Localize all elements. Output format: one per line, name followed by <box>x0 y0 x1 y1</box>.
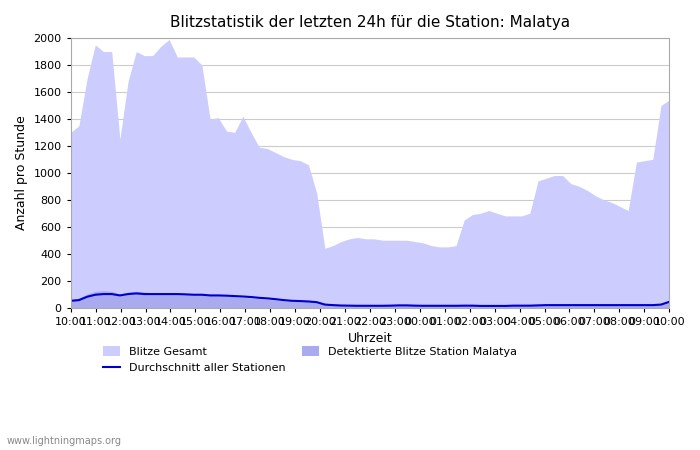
Y-axis label: Anzahl pro Stunde: Anzahl pro Stunde <box>15 116 28 230</box>
X-axis label: Uhrzeit: Uhrzeit <box>348 332 392 345</box>
Legend: Blitze Gesamt, Durchschnitt aller Stationen, Detektierte Blitze Station Malatya: Blitze Gesamt, Durchschnitt aller Statio… <box>99 342 522 378</box>
Title: Blitzstatistik der letzten 24h für die Station: Malatya: Blitzstatistik der letzten 24h für die S… <box>170 15 570 30</box>
Text: www.lightningmaps.org: www.lightningmaps.org <box>7 436 122 446</box>
